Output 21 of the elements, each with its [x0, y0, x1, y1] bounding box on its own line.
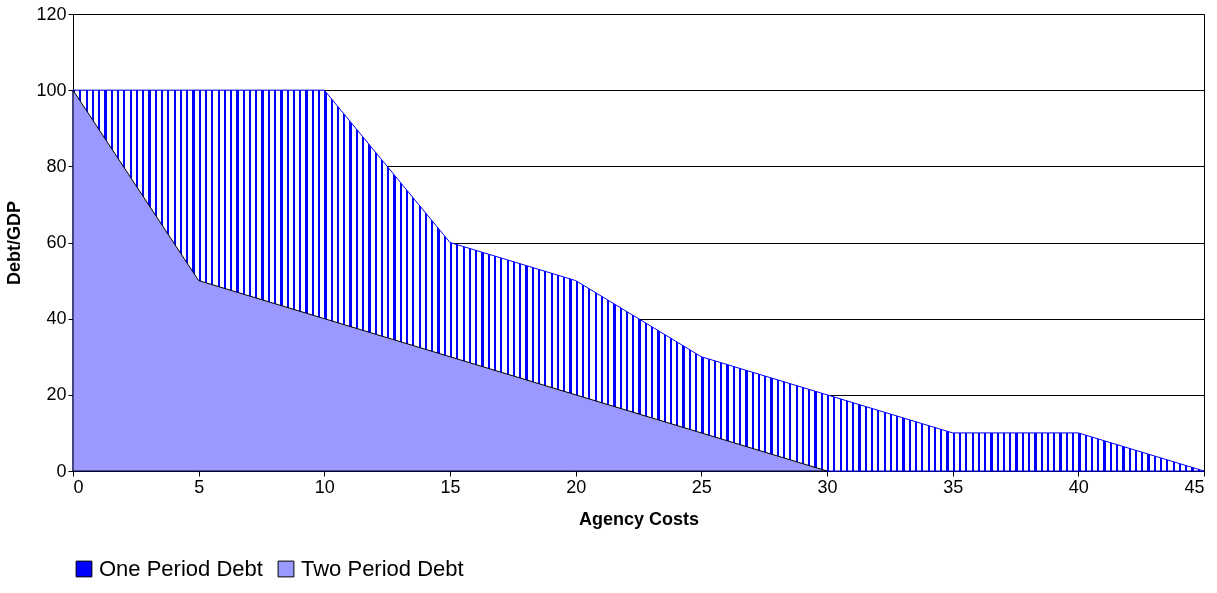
- y-tick-label: 80: [46, 155, 67, 176]
- y-tick-label: 100: [36, 79, 67, 100]
- x-tick-label: 25: [691, 476, 712, 497]
- x-tick-label: 20: [566, 476, 587, 497]
- x-tick-label: 5: [194, 476, 205, 497]
- legend-label: Two Period Debt: [301, 556, 464, 581]
- x-axis-title: Agency Costs: [578, 508, 700, 529]
- y-axis-title: Debt/GDP: [4, 200, 25, 286]
- legend-label: One Period Debt: [99, 556, 263, 581]
- y-tick-label: 20: [46, 384, 67, 405]
- x-tick-label: 35: [943, 476, 964, 497]
- y-tick-label: 0: [56, 460, 67, 481]
- y-tick-label: 40: [46, 308, 67, 329]
- y-tick-label: 120: [36, 3, 67, 24]
- x-tick-label: 0: [73, 476, 84, 497]
- x-tick-label: 15: [440, 476, 461, 497]
- x-tick-label: 30: [817, 476, 838, 497]
- x-tick-label: 40: [1068, 476, 1089, 497]
- y-tick-label: 60: [46, 232, 67, 252]
- x-tick-label: 10: [314, 476, 335, 497]
- x-tick-label: 45: [1184, 476, 1205, 497]
